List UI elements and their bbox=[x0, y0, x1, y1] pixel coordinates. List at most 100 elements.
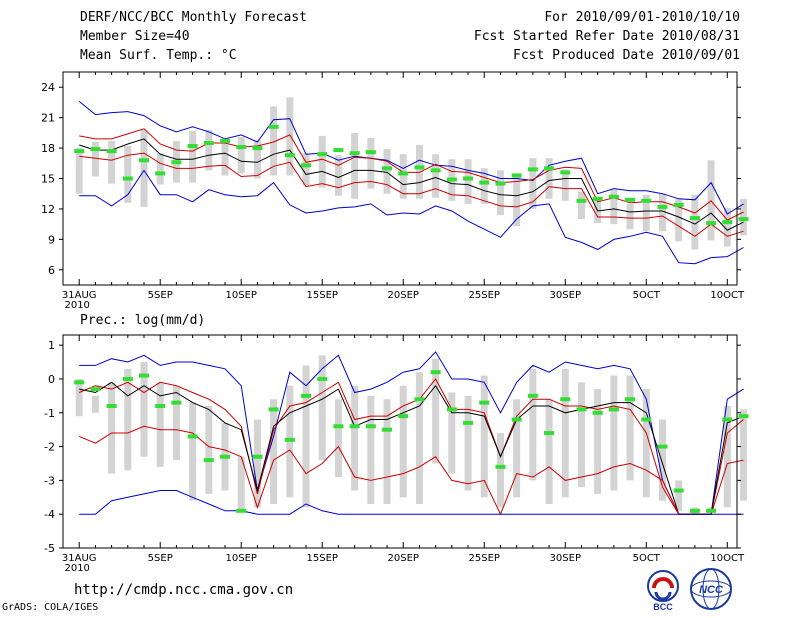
forecast-mark bbox=[592, 196, 603, 201]
forecast-mark bbox=[236, 508, 247, 513]
range-box bbox=[302, 153, 310, 186]
range-box bbox=[594, 389, 602, 494]
range-box bbox=[399, 385, 407, 498]
forecast-mark bbox=[544, 431, 555, 436]
series-min-line bbox=[79, 169, 744, 265]
forecast-mark bbox=[706, 508, 717, 513]
series-max-line bbox=[79, 351, 744, 515]
x-tick-label: 5OCT bbox=[633, 290, 661, 301]
x-tick-label: 10SEP bbox=[226, 553, 257, 564]
range-box bbox=[610, 375, 618, 491]
range-box bbox=[351, 385, 359, 491]
range-box bbox=[496, 170, 504, 216]
range-box bbox=[642, 389, 650, 498]
y-tick-label: -5 bbox=[44, 542, 55, 555]
forecast-mark bbox=[576, 407, 587, 412]
forecast-mark bbox=[689, 508, 700, 513]
range-box bbox=[75, 378, 83, 417]
range-box bbox=[334, 399, 342, 477]
x-tick-label: 31AUG bbox=[62, 290, 97, 301]
range-box bbox=[91, 395, 99, 413]
forecast-mark bbox=[398, 171, 409, 176]
range-box bbox=[529, 158, 537, 209]
y-tick-label: 15 bbox=[41, 173, 55, 186]
x-tick-label: 5SEP bbox=[148, 553, 173, 564]
member-size: Member Size=40 bbox=[80, 29, 190, 44]
forecast-mark bbox=[317, 376, 328, 381]
y-tick-label: 12 bbox=[41, 203, 55, 216]
range-box bbox=[577, 191, 585, 220]
forecast-mark bbox=[446, 177, 457, 182]
forecast-mark bbox=[689, 216, 700, 221]
range-box bbox=[367, 395, 375, 505]
forecast-mark bbox=[333, 424, 344, 429]
y-tick-label: 1 bbox=[48, 339, 55, 352]
range-box bbox=[108, 140, 116, 184]
y-tick-label: -1 bbox=[44, 407, 55, 420]
range-box bbox=[189, 130, 197, 183]
range-box bbox=[189, 402, 197, 501]
range-box bbox=[464, 395, 472, 491]
forecast-mark bbox=[446, 407, 457, 412]
forecast-mark bbox=[155, 171, 166, 176]
range-box bbox=[513, 399, 521, 498]
range-box bbox=[108, 382, 116, 474]
series-lower-line bbox=[79, 425, 744, 516]
range-box bbox=[302, 365, 310, 508]
range-box bbox=[464, 159, 472, 204]
forecast-mark bbox=[657, 444, 668, 449]
forecast-mark bbox=[527, 393, 538, 398]
bcc-logo-text: BCC bbox=[653, 602, 673, 612]
forecast-mark bbox=[268, 407, 279, 412]
range-box bbox=[432, 358, 440, 464]
range-box bbox=[448, 392, 456, 474]
forecast-mark bbox=[608, 407, 619, 412]
range-box bbox=[237, 136, 245, 174]
x-tick-label: 31AUG bbox=[62, 553, 97, 564]
range-box bbox=[642, 194, 650, 232]
forecast-mark bbox=[106, 149, 117, 154]
y-tick-label: 18 bbox=[41, 142, 55, 155]
forecast-mark bbox=[139, 158, 150, 163]
range-box bbox=[383, 399, 391, 505]
series-max-line bbox=[78, 101, 744, 215]
forecast-mark bbox=[122, 376, 133, 381]
forecast-mark bbox=[252, 146, 263, 151]
x-tick-label: 5SEP bbox=[148, 290, 173, 301]
panel-title: Prec.: log(mm/d) bbox=[80, 313, 205, 328]
grads-credit: GrADS: COLA/IGES bbox=[2, 602, 99, 613]
forecast-mark bbox=[349, 151, 360, 156]
x-tick-label: 25SEP bbox=[469, 553, 500, 564]
forecast-mark bbox=[511, 173, 522, 178]
forecast-mark bbox=[673, 488, 684, 493]
forecast-mark bbox=[738, 414, 749, 419]
range-box bbox=[172, 385, 180, 461]
forecast-mark bbox=[398, 414, 409, 419]
range-box bbox=[334, 155, 342, 196]
forecast-mark bbox=[139, 373, 150, 378]
range-box bbox=[529, 368, 537, 481]
range-box bbox=[658, 193, 666, 232]
forecast-mark bbox=[706, 221, 717, 226]
x-tick-label: 5OCT bbox=[633, 553, 661, 564]
range-box bbox=[415, 372, 423, 505]
range-box bbox=[253, 419, 261, 508]
y-tick-label: 0 bbox=[48, 373, 55, 386]
x-tick-label: 20SEP bbox=[388, 553, 419, 564]
forecast-mark bbox=[625, 197, 636, 202]
forecast-mark bbox=[252, 454, 263, 459]
forecast-mark bbox=[657, 204, 668, 209]
source-url[interactable]: http://cmdp.ncc.cma.gov.cn bbox=[74, 582, 294, 598]
y-tick-label: 24 bbox=[41, 81, 55, 94]
forecast-mark bbox=[171, 160, 182, 165]
forecast-mark bbox=[414, 165, 425, 170]
range-box bbox=[91, 141, 99, 177]
forecast-mark bbox=[155, 404, 166, 408]
range-box bbox=[675, 198, 683, 242]
y-tick-label: -3 bbox=[44, 474, 55, 487]
forecast-mark bbox=[382, 427, 393, 432]
forecast-mark bbox=[171, 400, 182, 405]
